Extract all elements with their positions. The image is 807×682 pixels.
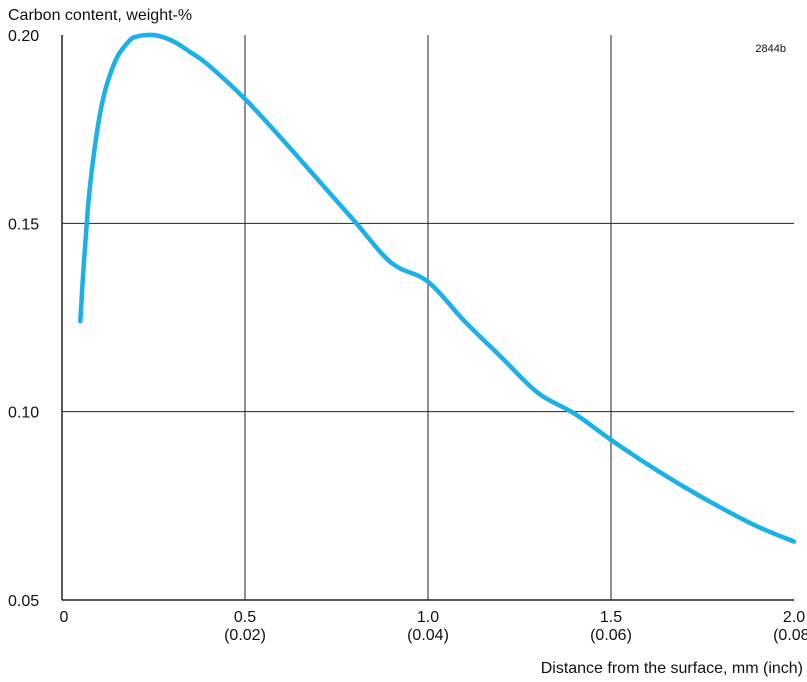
plot-frame [61, 35, 794, 601]
x-tick-sublabel: (0.06) [590, 627, 632, 644]
series-layer [78, 32, 797, 544]
x-tick-label: 1.5 [600, 609, 622, 626]
x-tick-sublabel: (0.02) [224, 627, 266, 644]
y-tick-label: 0.15 [8, 216, 39, 233]
tick-labels: 0.050.100.150.200 0.5(0.02)1.0(0.04)1.5(0… [8, 28, 807, 644]
carbon-content-series-line [78, 32, 797, 544]
y-tick-label: 0.05 [8, 593, 39, 610]
x-tick-label: 0 [60, 609, 69, 626]
x-tick-label: 1.0 [417, 609, 439, 626]
x-tick-sublabel: (0.04) [407, 627, 449, 644]
x-axis-label: Distance from the surface, mm (inch) [541, 660, 803, 677]
y-axis-label: Carbon content, weight-% [8, 7, 192, 24]
figure-code-annotation: 2844b [755, 43, 786, 55]
x-tick-sublabel: (0.08) [773, 627, 807, 644]
x-tick-label: 2.0 [783, 609, 805, 626]
y-tick-label: 0.10 [8, 405, 39, 422]
x-tick-label: 0.5 [234, 609, 256, 626]
y-tick-label: 0.20 [8, 28, 39, 45]
grid [62, 35, 794, 600]
